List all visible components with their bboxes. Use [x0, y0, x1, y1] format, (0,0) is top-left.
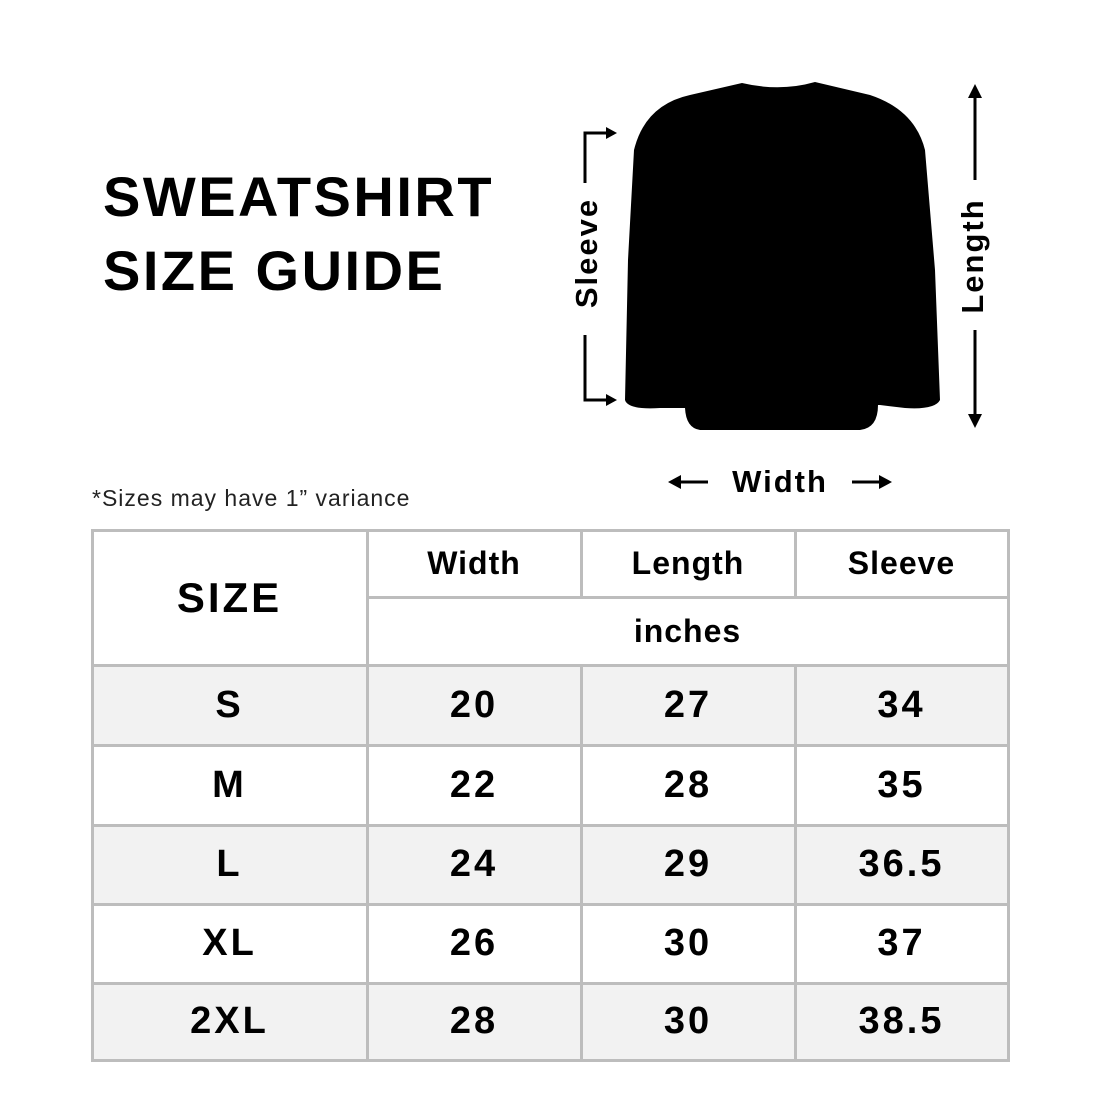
length-label: Length: [955, 198, 990, 314]
measurement-cell: 30: [579, 981, 797, 1062]
measurement-cell: 37: [793, 902, 1010, 985]
title-line-1: SWEATSHIRT: [103, 165, 495, 228]
measurement-cell: 26: [365, 902, 583, 985]
unit-label: inches: [365, 595, 1010, 667]
measurement-cell: 29: [579, 823, 797, 906]
measurement-cell: 20: [365, 663, 583, 747]
column-header: Length: [579, 528, 797, 599]
measurement-cell: 28: [579, 743, 797, 827]
size-cell: L: [90, 823, 369, 906]
size-header: SIZE: [90, 528, 369, 667]
size-cell: S: [90, 663, 369, 747]
measurement-cell: 22: [365, 743, 583, 827]
measurement-cell: 38.5: [793, 981, 1010, 1062]
size-cell: M: [90, 743, 369, 827]
measurement-cell: 28: [365, 981, 583, 1062]
column-header: Width: [365, 528, 583, 599]
measurement-cell: 34: [793, 663, 1010, 747]
measurement-cell: 30: [579, 902, 797, 985]
sweatshirt-image: [625, 82, 940, 430]
sleeve-arrow: [583, 131, 608, 402]
sweatshirt-diagram: [583, 82, 982, 489]
measurement-cell: 36.5: [793, 823, 1010, 906]
column-header: Sleeve: [793, 528, 1010, 599]
size-cell: 2XL: [90, 981, 369, 1062]
measurement-cell: 24: [365, 823, 583, 906]
measurement-cell: 27: [579, 663, 797, 747]
measurement-cell: 35: [793, 743, 1010, 827]
page-title: SWEATSHIRT SIZE GUIDE: [103, 160, 494, 308]
title-line-2: SIZE GUIDE: [103, 239, 446, 302]
size-cell: XL: [90, 902, 369, 985]
variance-note: *Sizes may have 1” variance: [92, 485, 411, 511]
sleeve-label: Sleeve: [569, 197, 604, 309]
width-label: Width: [732, 464, 828, 499]
